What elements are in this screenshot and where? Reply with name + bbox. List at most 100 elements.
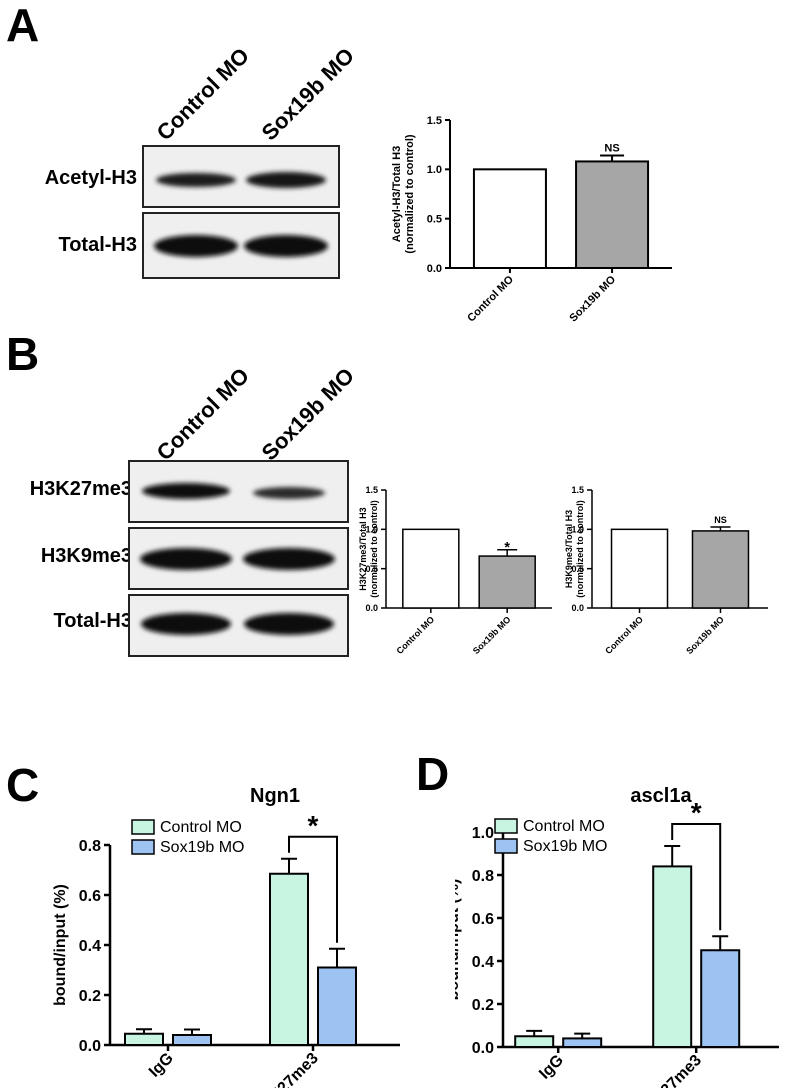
significance-label: * <box>691 797 702 828</box>
x-tick-label: Control MO <box>465 273 516 324</box>
panel-letter-b: B <box>6 328 40 380</box>
blot-a-row-label-total: Total-H3 <box>58 234 137 256</box>
blot-b-h3k27-bands <box>142 483 325 499</box>
blot-b-row-label-total: Total-H3 <box>53 610 132 632</box>
y-axis-label: (normalized to control) <box>575 500 585 598</box>
y-tick-label: 1.5 <box>571 485 584 495</box>
bar <box>478 555 536 609</box>
chart-b2: 0.0 0.5 1.0 1.5 H3K9me3/Total H3 (normalized … <box>564 485 768 656</box>
blot-b-h3k27-box <box>128 460 349 523</box>
significance-label: * <box>504 540 510 556</box>
x-tick-label: H3K27me3 <box>252 1050 322 1088</box>
blot-b-total-box <box>128 594 349 657</box>
legend-label: Control MO <box>160 819 242 836</box>
y-axis-label: H3K27me3/Total H3 <box>358 507 368 590</box>
bar <box>124 1032 164 1046</box>
bar <box>514 1035 555 1048</box>
legend-label: Sox19b MO <box>523 838 607 855</box>
panel-letter-d: D <box>416 748 450 800</box>
blot-a-total-box <box>142 212 340 279</box>
blot-b-lane-sox19b: Sox19b MO <box>256 362 360 466</box>
significance-bracket <box>288 835 338 943</box>
legend-label: Control MO <box>523 818 605 835</box>
blot-a-total-bands <box>154 235 328 257</box>
significance-label: * <box>308 810 319 841</box>
legend-swatch <box>494 838 518 854</box>
bar <box>691 530 750 609</box>
y-axis-label: Acetyl-H3/Total H3 <box>391 146 403 242</box>
x-tick-label: Control MO <box>395 614 437 656</box>
y-tick-label: 0.4 <box>79 938 101 955</box>
y-axis-label: bound/input (%) <box>455 879 462 1001</box>
y-tick-label: 1.5 <box>365 485 378 495</box>
chart-title: Ngn1 <box>250 785 300 807</box>
blot-a-acetyl-bands <box>156 172 326 188</box>
y-axis-label: (normalized to control) <box>369 500 379 598</box>
chart-d: ascl1a 0.0 0.2 0.4 0.6 0.8 1.0 bound/input (%) C… <box>455 785 779 1088</box>
y-axis-label: H3K9me3/Total H3 <box>564 510 574 588</box>
bar <box>610 528 669 609</box>
y-tick-label: 0.2 <box>79 988 101 1005</box>
blot-b-h3k9-box <box>128 527 349 590</box>
y-tick-label: 0.0 <box>571 603 584 613</box>
chart-title: ascl1a <box>630 785 692 807</box>
y-tick-label: 0.2 <box>472 997 494 1014</box>
chart-b1: 0.0 0.5 1.0 1.5 H3K27me3/Total H3 (normalized… <box>358 485 552 656</box>
x-tick-label: Sox19b MO <box>684 614 726 656</box>
panel-letter-a: A <box>6 0 40 51</box>
blot-a-acetyl-box <box>142 145 340 208</box>
blot-a-lane-control: Control MO <box>151 42 254 146</box>
y-tick-label: 0.5 <box>427 214 442 226</box>
x-tick-label: IgG <box>146 1050 177 1081</box>
y-tick-label: 0.8 <box>79 838 101 855</box>
bar <box>172 1034 212 1046</box>
blot-b-row-label-h3k27: H3K27me3 <box>29 478 132 500</box>
y-tick-label: 1.0 <box>571 524 584 534</box>
bar <box>700 949 741 1048</box>
bar <box>402 528 460 609</box>
bar <box>575 160 650 269</box>
blot-b-total-bands <box>141 613 334 635</box>
chart-c: Ngn1 0.0 0.2 0.4 0.6 0.8 bound/input (%) Contro… <box>52 785 400 1088</box>
y-tick-label: 0.4 <box>472 954 494 971</box>
bar <box>472 168 547 269</box>
legend-swatch <box>494 818 518 834</box>
legend-label: Sox19b MO <box>160 839 244 856</box>
blot-b-h3k9-bands <box>140 548 335 570</box>
bar <box>317 966 357 1046</box>
y-tick-label: 0.5 <box>571 564 584 574</box>
y-tick-label: 0.0 <box>472 1040 494 1057</box>
y-tick-label: 0.6 <box>79 888 101 905</box>
legend-swatch <box>131 819 155 835</box>
x-tick-label: Sox19b MO <box>471 614 513 656</box>
y-tick-label: 0.8 <box>472 868 494 885</box>
blot-a-row-label-acetyl: Acetyl-H3 <box>44 167 137 189</box>
chart-a: 0.0 0.5 1.0 1.5 Acetyl-H3/Total H3 (normalize… <box>391 115 672 324</box>
bar <box>652 865 693 1049</box>
y-tick-label: 0.6 <box>472 911 494 928</box>
x-tick-label: Sox19b MO <box>567 273 618 324</box>
significance-label: NS <box>714 515 727 525</box>
y-axis-label: bound/input (%) <box>52 884 69 1006</box>
y-axis-label: (normalized to control) <box>404 134 416 254</box>
significance-bracket <box>671 822 722 931</box>
blot-b-lane-control: Control MO <box>151 362 254 466</box>
x-tick-label: IgG <box>536 1052 567 1083</box>
y-tick-label: 1.0 <box>427 164 442 176</box>
blot-b-row-label-h3k9: H3K9me3 <box>40 545 132 567</box>
y-tick-label: 0.0 <box>365 603 378 613</box>
y-tick-label: 0.0 <box>427 263 442 275</box>
x-tick-label: H3K27me3 <box>635 1052 705 1088</box>
y-tick-label: 1.0 <box>472 825 494 842</box>
y-tick-label: 0.5 <box>365 564 378 574</box>
blot-a-lane-sox19b: Sox19b MO <box>256 42 360 146</box>
legend-swatch <box>131 839 155 855</box>
bar <box>562 1037 603 1048</box>
y-tick-label: 0.0 <box>79 1038 101 1055</box>
panel-letter-c: C <box>6 759 40 811</box>
bar <box>269 872 309 1046</box>
x-tick-label: Control MO <box>603 614 645 656</box>
y-tick-label: 1.0 <box>365 524 378 534</box>
significance-label: NS <box>604 143 619 155</box>
y-tick-label: 1.5 <box>427 115 442 127</box>
